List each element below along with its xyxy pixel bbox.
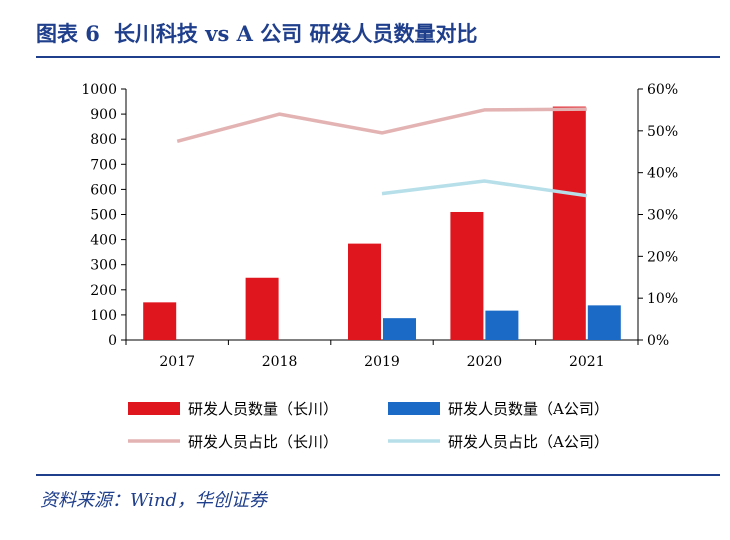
source-label: 资料来源： (40, 490, 130, 511)
line-changchuan (176, 107, 587, 143)
bar-changchuan (245, 277, 279, 340)
bar-changchuan (552, 106, 586, 340)
chart: 0 100 200 300 400 500 600 700 800 900 1000 0% 10% 20%… (81, 82, 678, 451)
y-left-tick-label: 0 (108, 333, 117, 349)
bar-a-company (485, 310, 519, 340)
y-left-tick-label: 300 (90, 258, 117, 274)
bar-changchuan (143, 302, 177, 340)
y-left-tick-label: 900 (90, 107, 117, 123)
y-right-tick-label: 0% (647, 333, 669, 349)
source-text: Wind，华创证券 (130, 490, 268, 511)
source-divider (36, 474, 720, 476)
y-left-tick-label: 1000 (81, 82, 117, 98)
y-left-tick-label: 100 (90, 308, 117, 324)
bar-changchuan (450, 211, 484, 340)
y-right-tick-label: 60% (647, 82, 678, 98)
y-left-tick-label: 700 (90, 157, 117, 173)
legend-label: 研发人员数量（长川） (188, 400, 338, 418)
y-right-tick-label: 50% (647, 124, 678, 140)
figure-title: 图表 6 长川科技 vs A 公司 研发人员数量对比 (36, 16, 492, 52)
bar-a-company (587, 305, 621, 340)
x-tick-label: 2021 (569, 354, 605, 370)
legend-swatch-bar-a-company (388, 402, 440, 415)
y-right-tick-label: 10% (647, 291, 678, 307)
bar-a-company (383, 318, 416, 340)
x-tick-label: 2020 (467, 354, 503, 370)
y-left-tick-label: 800 (90, 132, 117, 148)
legend-swatch-bar-changchuan (128, 402, 180, 415)
y-left-tick-label: 400 (90, 233, 117, 249)
title-divider (36, 56, 720, 58)
x-tick-label: 2019 (364, 354, 400, 370)
line-a-company (381, 179, 588, 198)
source-note: 资料来源：Wind，华创证券 (40, 486, 267, 512)
legend-label: 研发人员数量（A公司） (448, 400, 609, 418)
y-right-tick-label: 40% (647, 166, 678, 182)
x-tick-label: 2017 (159, 354, 195, 370)
y-left-tick-label: 500 (90, 208, 117, 224)
y-right-tick-label: 20% (647, 249, 678, 265)
y-right-tick-label: 30% (647, 208, 678, 224)
y-left-tick-label: 600 (90, 182, 117, 198)
bar-changchuan (348, 243, 381, 340)
y-left-tick-label: 200 (90, 283, 117, 299)
x-tick-label: 2018 (262, 354, 298, 370)
legend-label: 研发人员占比（A公司） (448, 433, 609, 451)
figure-title-text: 长川科技 vs A 公司 研发人员数量对比 (113, 21, 478, 46)
figure-label: 图表 6 (36, 21, 100, 46)
legend-label: 研发人员占比（长川） (188, 433, 338, 451)
